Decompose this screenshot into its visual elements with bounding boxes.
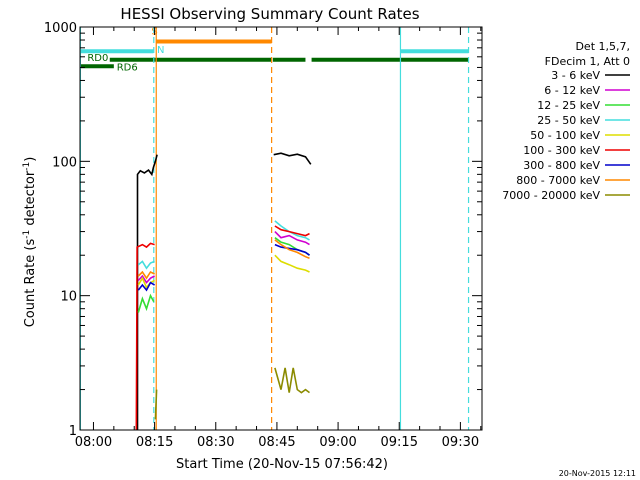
legend-header-1: FDecim 1, Att 0 xyxy=(545,55,630,68)
plot-frame xyxy=(79,26,483,431)
series-800-7000-kev-segment-1 xyxy=(274,239,310,259)
y-tick-label-10: 10 xyxy=(60,290,77,305)
series-300-800-kev-segment-1 xyxy=(274,243,310,256)
vertical-lines-layer xyxy=(79,27,470,430)
y-axis-label-sup1: -1 xyxy=(22,230,32,239)
series-100-300-kev-segment-1 xyxy=(274,225,310,237)
x-tick-label-08-15: 08:15 xyxy=(136,435,173,450)
y-tick-label-1: 1 xyxy=(69,424,77,439)
series-50-100-kev-segment-0 xyxy=(137,276,155,290)
series-7000-20000-kev-segment-1 xyxy=(274,367,310,394)
series-7000-20000-kev-segment-0 xyxy=(154,389,158,420)
y-axis-label: Count Rate (s-1 detector-1) xyxy=(22,157,38,328)
x-tick-label-08-00: 08:00 xyxy=(75,435,112,450)
flags-layer: SNRD0RD6 xyxy=(80,26,469,73)
series-800-7000-kev-segment-0 xyxy=(137,270,155,280)
series-6-12-kev-segment-0 xyxy=(137,274,155,284)
legend: Det 1,5,7, FDecim 1, Att 03 - 6 keV 6 - 12… xyxy=(502,40,630,202)
flag-label-rd0: RD0 xyxy=(87,53,108,64)
x-axis-label: Start Time (20-Nov-15 07:56:42) xyxy=(176,457,388,472)
legend-header-0: Det 1,5,7, xyxy=(575,40,630,53)
series-6-12-kev-segment-1 xyxy=(274,231,310,246)
x-axis: 08:00 08:15 08:30 08:45 09:00 09:15 09:30 xyxy=(75,27,482,450)
series-300-800-kev-segment-0 xyxy=(137,281,156,292)
footer-timestamp: 20-Nov-2015 12:11 xyxy=(559,469,636,478)
legend-label-12-25-kev: 12 - 25 keV xyxy=(537,99,600,112)
legend-label-7000-20000-kev: 7000 - 20000 keV xyxy=(502,189,600,202)
y-tick-label-1000: 1000 xyxy=(44,21,77,36)
legend-label-800-7000-kev: 800 - 7000 keV xyxy=(516,174,600,187)
series-50-100-kev-segment-1 xyxy=(274,254,310,273)
series-3-6-kev-segment-1 xyxy=(273,152,312,165)
series-25-50-kev-segment-1 xyxy=(274,220,310,241)
series-3-6-kev-segment-0 xyxy=(136,154,158,430)
y-tick-label-100: 100 xyxy=(52,155,77,170)
chart-title: HESSI Observing Summary Count Rates xyxy=(120,5,419,23)
series-layer xyxy=(135,152,312,431)
y-axis-label-end: ) xyxy=(23,157,38,162)
legend-label-100-300-kev: 100 - 300 keV xyxy=(523,144,600,157)
x-tick-label-08-30: 08:30 xyxy=(197,435,234,450)
legend-label-50-100-kev: 50 - 100 keV xyxy=(530,129,600,142)
flag-label-n: N xyxy=(157,45,164,56)
y-axis-label-mid: detector xyxy=(23,170,38,230)
y-axis: 1 10 100 1000 xyxy=(44,21,482,439)
legend-label-6-12-kev: 6 - 12 keV xyxy=(544,84,600,97)
y-axis-label-main: Count Rate (s xyxy=(23,239,38,328)
series-100-300-kev-segment-0 xyxy=(135,242,155,431)
legend-label-3-6-kev: 3 - 6 keV xyxy=(551,69,600,82)
series-25-50-kev-segment-0 xyxy=(137,260,155,270)
x-tick-label-09-15: 09:15 xyxy=(381,435,418,450)
x-tick-label-09-00: 09:00 xyxy=(319,435,356,450)
x-tick-label-08-45: 08:45 xyxy=(258,435,295,450)
series-12-25-kev-segment-0 xyxy=(137,293,155,313)
flag-label-rd6: RD6 xyxy=(117,62,138,73)
legend-label-25-50-kev: 25 - 50 keV xyxy=(537,114,600,127)
legend-label-300-800-kev: 300 - 800 keV xyxy=(523,159,600,172)
x-tick-label-09-30: 09:30 xyxy=(442,435,479,450)
y-axis-label-sup2: -1 xyxy=(22,162,32,171)
